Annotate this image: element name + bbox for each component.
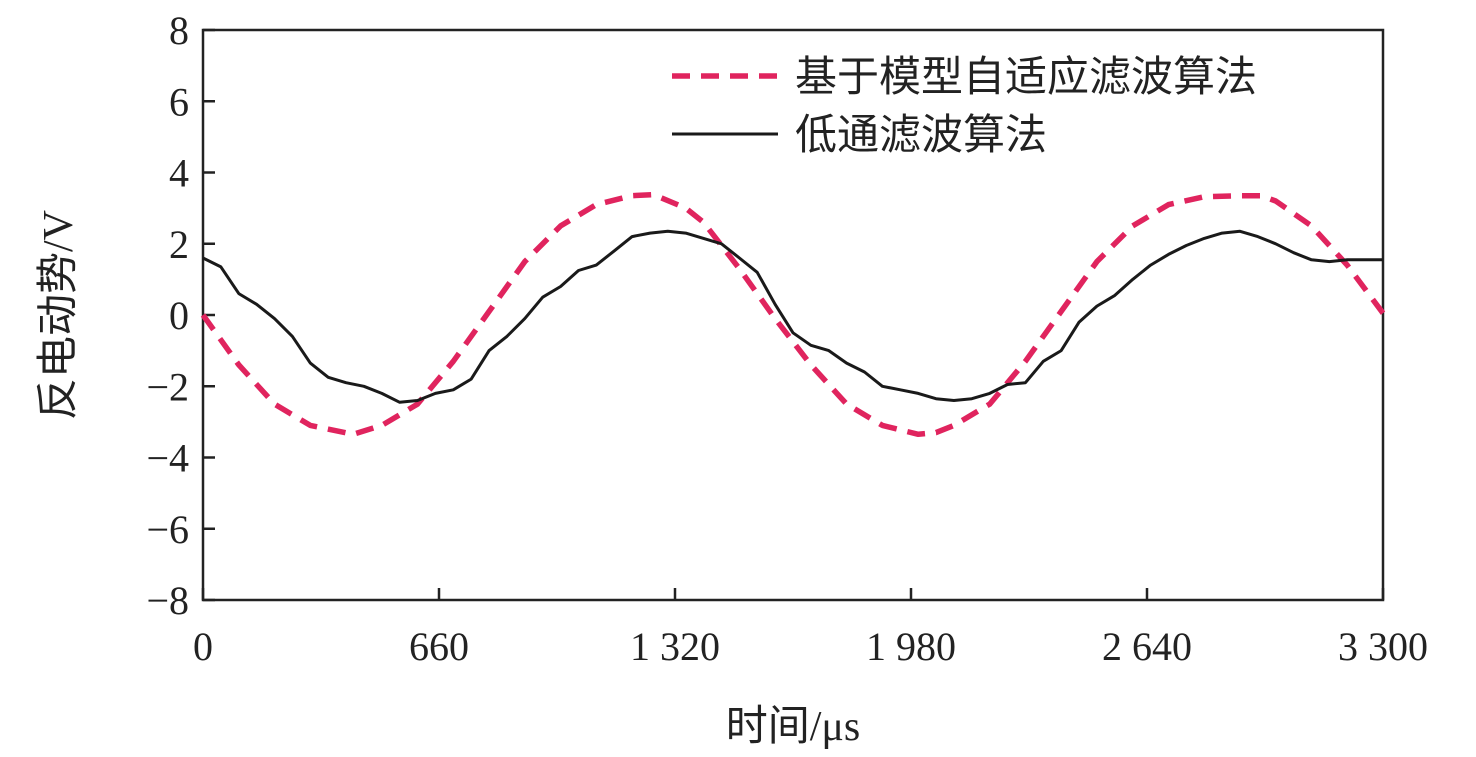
- y-tick-label: 4: [169, 151, 189, 196]
- y-tick-label: −6: [146, 507, 189, 552]
- series-layer: [200, 191, 1386, 438]
- y-tick-label: −2: [146, 364, 189, 409]
- y-tick-label: −8: [146, 578, 189, 623]
- y-tick-label: 0: [169, 293, 189, 338]
- x-axis: 0 660 1 320 1 980 2 640 3 300: [193, 588, 1428, 669]
- x-tick-label: 3 300: [1338, 624, 1428, 669]
- legend-label-1: 基于模型自适应滤波算法: [795, 54, 1257, 101]
- x-tick-label: 660: [409, 624, 469, 669]
- y-axis: −8 −6 −4 −2 0 2 4 6 8: [146, 8, 215, 623]
- y-tick-label: 8: [169, 8, 189, 53]
- x-tick-label: 2 640: [1102, 624, 1192, 669]
- series-line-2: [202, 229, 1383, 404]
- y-tick-label: 6: [169, 79, 189, 124]
- x-tick-label: 0: [193, 624, 213, 669]
- x-tick-label: 1 320: [630, 624, 720, 669]
- y-tick-label: −4: [146, 436, 189, 481]
- legend-label-2: 低通滤波算法: [795, 113, 1047, 159]
- x-axis-title: 时间/μs: [726, 704, 861, 750]
- plot-frame: [201, 28, 1385, 602]
- series-line-1: [200, 191, 1386, 438]
- y-tick-label: 2: [169, 222, 189, 267]
- x-tick-label: 1 980: [866, 624, 956, 669]
- y-axis-title: 反电动势/V: [36, 210, 82, 420]
